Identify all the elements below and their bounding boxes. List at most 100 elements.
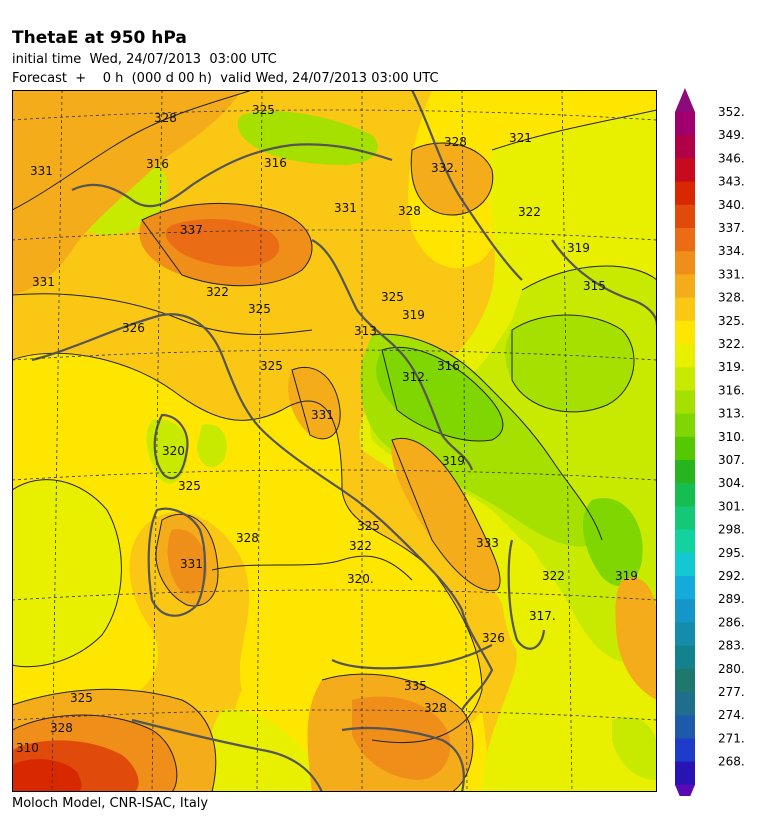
contour-label: 319 — [567, 241, 590, 255]
colorbar-level-label: 292. — [718, 569, 745, 583]
contour-label: 325 — [178, 479, 201, 493]
contour-label: 322 — [518, 205, 541, 219]
colorbar-level-label: 328. — [718, 291, 745, 305]
contour-label: 317. — [529, 609, 556, 623]
colorbar-swatch — [675, 436, 695, 461]
colorbar-swatch — [675, 552, 695, 577]
colorbar-level-label: 331. — [718, 267, 745, 281]
colorbar-level-label: 334. — [718, 244, 745, 258]
contour-label: 331 — [32, 275, 55, 289]
colorbar-swatch — [675, 297, 695, 322]
contour-label: 328 — [424, 701, 447, 715]
zone-319-w2 — [146, 419, 188, 484]
colorbar-swatch — [675, 576, 695, 600]
colorbar-level-label: 316. — [718, 383, 745, 397]
colorbar-level-label: 340. — [718, 198, 745, 212]
colorbar-level-label: 337. — [718, 221, 745, 235]
contour-label: 312. — [402, 370, 429, 384]
contour-label: 319 — [615, 569, 638, 583]
colorbar-swatch — [675, 622, 695, 647]
colorbar-swatch — [675, 506, 695, 531]
contour-label: 326 — [122, 321, 145, 335]
contour-label: 322 — [542, 569, 565, 583]
colorbar-swatch — [675, 460, 695, 484]
zone-343-south — [12, 759, 82, 792]
contour-label: 316 — [437, 359, 460, 373]
colorbar-level-label: 313. — [718, 407, 745, 421]
colorbar-swatch — [675, 344, 695, 368]
colorbar-swatch — [675, 228, 695, 252]
contour-label: 328 — [236, 531, 259, 545]
contour-label: 315 — [583, 279, 606, 293]
zone-alps-green2 — [237, 111, 378, 165]
colorbar-swatch — [675, 692, 695, 716]
colorbar-level-label: 289. — [718, 592, 745, 606]
colorbar-swatch — [675, 390, 695, 415]
contour-label: 321 — [509, 131, 532, 145]
colorbar-swatch — [675, 181, 695, 206]
zone-334-tunisia — [352, 696, 451, 780]
colorbar-level-label: 322. — [718, 337, 745, 351]
contour-label: 313 — [354, 324, 377, 338]
contour-label: 332. — [431, 161, 458, 175]
contour-label: 328 — [444, 135, 467, 149]
zone-334-sardinia — [167, 529, 207, 594]
zone-316-east — [505, 315, 634, 412]
zone-331-nw — [12, 90, 242, 295]
contour-label: 316 — [146, 157, 169, 171]
contour-label: 325 — [357, 519, 380, 533]
contour-label: 325 — [248, 302, 271, 316]
contour-label: 325 — [70, 691, 93, 705]
contour-label: 331 — [334, 201, 357, 215]
model-credit: Moloch Model, CNR-ISAC, Italy — [12, 796, 209, 811]
thetae-map: 325 328 331 316 337 322 325 328 331 325 … — [12, 90, 657, 792]
forecast-line: Forecast + 0 h (000 d 00 h) valid Wed, 2… — [12, 71, 439, 86]
colorbar-level-label: 307. — [718, 453, 745, 467]
zone-331-se — [615, 577, 657, 700]
colorbar-level-label: 286. — [718, 615, 745, 629]
contour-label: 316 — [264, 156, 287, 170]
colorbar-swatch — [675, 251, 695, 275]
colorbar-swatch — [675, 715, 695, 739]
colorbar-level-label: 280. — [718, 662, 745, 676]
colorbar-swatch — [675, 413, 695, 438]
contour-label: 320 — [162, 444, 185, 458]
colorbar-level-label: 268. — [718, 755, 745, 769]
contour-labels: 325 328 331 316 337 322 325 328 331 325 … — [16, 103, 638, 755]
zone-331-center — [288, 367, 341, 439]
colorbar-level-label: 271. — [718, 731, 745, 745]
contour-label: 320. — [347, 572, 374, 586]
contour-label: 325 — [252, 103, 275, 117]
colorbar-swatch — [675, 135, 695, 159]
graticule — [12, 90, 657, 792]
colorbar: 352. 349. 346. 343. 340. 337. 334. 331. 328. 325.… — [675, 88, 745, 796]
contour-label: 325 — [260, 359, 283, 373]
contour-label: 325 — [381, 290, 404, 304]
colorbar-swatch — [675, 599, 695, 623]
colorbar-swatch — [675, 668, 695, 693]
map-title: ThetaE at 950 hPa — [12, 28, 187, 48]
colorbar-level-label: 277. — [718, 685, 745, 699]
colorbar-swatch — [675, 320, 695, 345]
map-frame — [12, 90, 657, 792]
contour-label: 319 — [402, 308, 425, 322]
contour-lines — [12, 90, 657, 792]
colorbar-level-label: 310. — [718, 430, 745, 444]
zone-331-east — [391, 438, 501, 591]
colorbar-level-label: 274. — [718, 708, 745, 722]
colorbar-swatch — [675, 204, 695, 229]
colorbar-level-label: 301. — [718, 499, 745, 513]
colorbar-labels: 352. 349. 346. 343. 340. 337. 334. 331. 328. 325.… — [718, 105, 745, 769]
initial-time-line: initial time Wed, 24/07/2013 03:00 UTC — [12, 52, 277, 67]
contour-label: 328 — [154, 111, 177, 125]
colorbar-swatch — [675, 158, 695, 183]
contour-label: 331 — [180, 557, 203, 571]
contour-label: 322 — [206, 285, 229, 299]
colorbar-level-label: 304. — [718, 476, 745, 490]
contour-label: 310 — [16, 741, 39, 755]
colorbar-swatch — [675, 274, 695, 299]
colorbar-top-arrow — [675, 88, 695, 112]
colorbar-level-label: 319. — [718, 360, 745, 374]
colorbar-level-label: 343. — [718, 175, 745, 189]
zone-319-w3 — [197, 424, 227, 468]
